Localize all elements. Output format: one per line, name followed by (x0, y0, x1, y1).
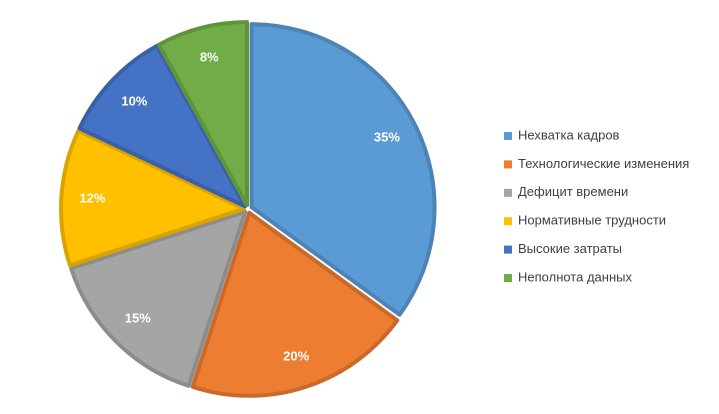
pie-slice (69, 209, 248, 388)
legend-label: Высокие затраты (518, 241, 622, 256)
legend-swatch (504, 245, 512, 254)
data-label: 10% (121, 94, 147, 109)
pie-slice (156, 20, 250, 208)
legend-label: Дефицит времени (518, 184, 628, 199)
legend-swatch (504, 132, 512, 140)
legend-swatch (504, 217, 512, 226)
legend-label: Нехватка кадров (518, 127, 620, 142)
pie-slice (59, 128, 247, 268)
legend-swatch (504, 274, 512, 282)
data-label: 12% (79, 191, 105, 206)
legend-swatch (504, 160, 512, 169)
legend-swatch (504, 188, 512, 197)
pie-slice (249, 22, 437, 317)
legend-label: Нормативные трудности (518, 213, 666, 228)
data-label: 8% (200, 49, 219, 64)
data-label: 15% (125, 311, 151, 326)
legend-label: Технологические изменения (518, 156, 689, 171)
pie-slice (77, 43, 248, 209)
legend-label: Неполнота данных (518, 269, 632, 284)
pie-slice (190, 210, 400, 398)
data-label: 20% (283, 349, 309, 364)
data-label: 35% (374, 130, 400, 145)
